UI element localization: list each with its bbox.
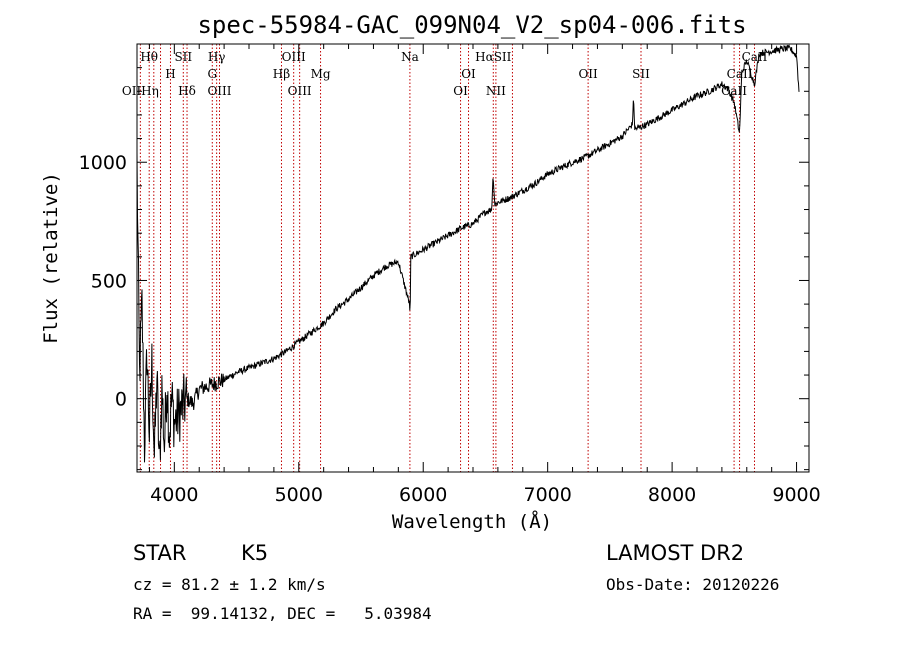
x-axis-ticks: 4000 5000 6000 7000 8000 9000: [148, 44, 821, 506]
line-label: HαSII: [475, 50, 512, 64]
line-label: G: [207, 67, 217, 81]
x-tick-label: 9000: [772, 484, 820, 506]
line-label: OI: [461, 67, 476, 81]
x-tick-label: 7000: [523, 484, 571, 506]
spectrum-line: [136, 43, 800, 463]
y-tick-label: 500: [91, 270, 127, 292]
object-class: STAR: [133, 541, 187, 565]
x-tick-label: 8000: [648, 484, 696, 506]
line-label: SII: [174, 50, 192, 64]
object-subclass: K5: [241, 541, 269, 565]
line-label: Hθ: [140, 50, 158, 64]
line-label: OIII: [207, 84, 231, 98]
line-label: Hδ: [178, 84, 196, 98]
line-label: Hγ: [208, 50, 226, 64]
line-label: OIII: [282, 50, 306, 64]
line-label: Mg: [311, 67, 331, 81]
line-label: OII: [578, 67, 598, 81]
x-tick-label: 6000: [399, 484, 447, 506]
y-axis-label: Flux (relative): [40, 172, 62, 344]
x-tick-label: 4000: [150, 484, 198, 506]
x-tick-label: 5000: [275, 484, 323, 506]
chart-title: spec-55984-GAC_099N04_V2_sp04-006.fits: [197, 11, 746, 39]
line-label: CaII: [721, 84, 747, 98]
line-label: Na: [401, 50, 419, 64]
line-label: SII: [632, 67, 650, 81]
y-tick-label: 1000: [79, 152, 127, 174]
line-label: CaII: [727, 67, 753, 81]
emission-line-labels: HθHSIIHδHγGOIIIOIIHηHβOIIIOIIIMgNaOIOIHα…: [122, 50, 768, 98]
redshift-text: cz = 81.2 ± 1.2 km/s: [133, 575, 326, 594]
spectrum-chart: spec-55984-GAC_099N04_V2_sp04-006.fits H…: [40, 11, 821, 533]
x-axis-label: Wavelength (Å): [392, 510, 552, 533]
y-tick-label: 0: [115, 389, 127, 411]
emission-line-markers: [139, 44, 755, 472]
line-label: OIII: [288, 84, 312, 98]
line-label: H: [165, 67, 175, 81]
line-label: NII: [486, 84, 506, 98]
line-label: CaII: [742, 50, 768, 64]
plot-frame: [136, 43, 810, 473]
line-label: OI: [453, 84, 468, 98]
obs-date: Obs-Date: 20120226: [606, 575, 780, 594]
y-axis-ticks: 0 500 1000: [79, 43, 809, 471]
survey-name: LAMOST DR2: [606, 541, 745, 565]
coordinates: RA = 99.14132, DEC = 5.03984: [133, 604, 432, 623]
line-label: Hβ: [273, 67, 290, 81]
